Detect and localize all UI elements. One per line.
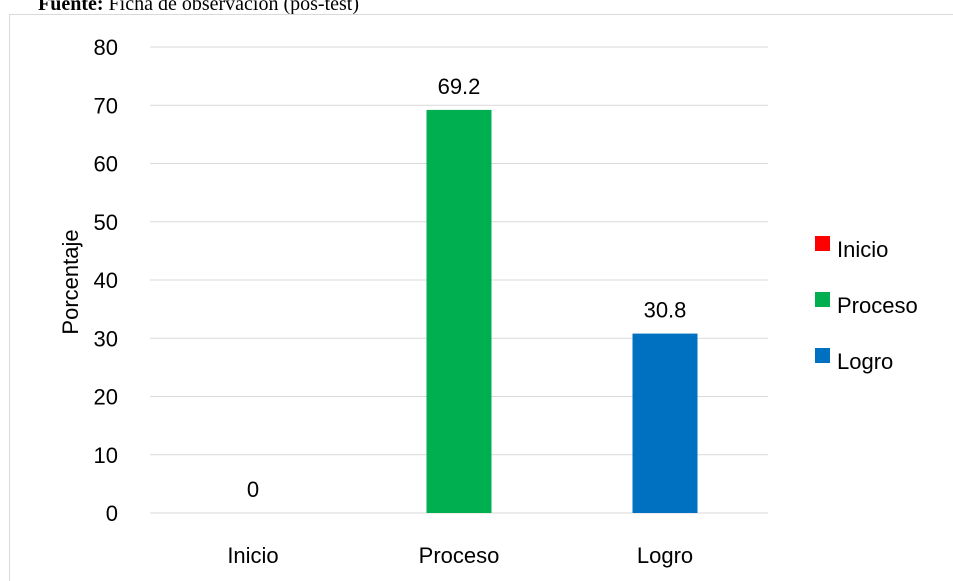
y-tick-label: 80: [94, 35, 118, 60]
legend-label-proceso: Proceso: [837, 293, 918, 318]
y-tick-label: 70: [94, 93, 118, 118]
legend-label-inicio: Inicio: [837, 237, 888, 262]
legend-swatch-inicio: [815, 236, 830, 251]
bar-proceso: [426, 109, 492, 513]
y-tick-label: 50: [94, 210, 118, 235]
y-tick-label: 40: [94, 268, 118, 293]
y-tick-label: 0: [106, 501, 118, 526]
bar-logro: [632, 333, 698, 513]
data-label-inicio: 0: [247, 477, 259, 502]
chart-frame: [9, 14, 953, 581]
y-tick-label: 30: [94, 326, 118, 351]
legend-label-logro: Logro: [837, 349, 893, 374]
data-labels: 0 69.2 30.8: [247, 74, 687, 502]
y-tick-label: 60: [94, 152, 118, 177]
y-axis-ticks: 0 10 20 30 40 50 60 70 80: [94, 35, 118, 526]
x-tick-label-inicio: Inicio: [227, 543, 278, 568]
data-label-proceso: 69.2: [438, 74, 481, 99]
source-label: Fuente:: [38, 0, 104, 15]
data-label-logro: 30.8: [644, 298, 687, 323]
legend: Inicio Proceso Logro: [815, 236, 918, 374]
legend-swatch-proceso: [815, 292, 830, 307]
y-tick-label: 20: [94, 385, 118, 410]
y-axis-title: Porcentaje: [58, 229, 83, 334]
legend-swatch-logro: [815, 348, 830, 363]
bars: [426, 109, 698, 513]
x-tick-label-logro: Logro: [637, 543, 693, 568]
y-tick-label: 10: [94, 443, 118, 468]
x-tick-label-proceso: Proceso: [419, 543, 500, 568]
source-text: Ficha de observación (pos-test): [108, 0, 360, 15]
source-caption: Fuente: Ficha de observación (pos-test): [38, 0, 359, 16]
x-axis-ticks: Inicio Proceso Logro: [227, 543, 693, 568]
